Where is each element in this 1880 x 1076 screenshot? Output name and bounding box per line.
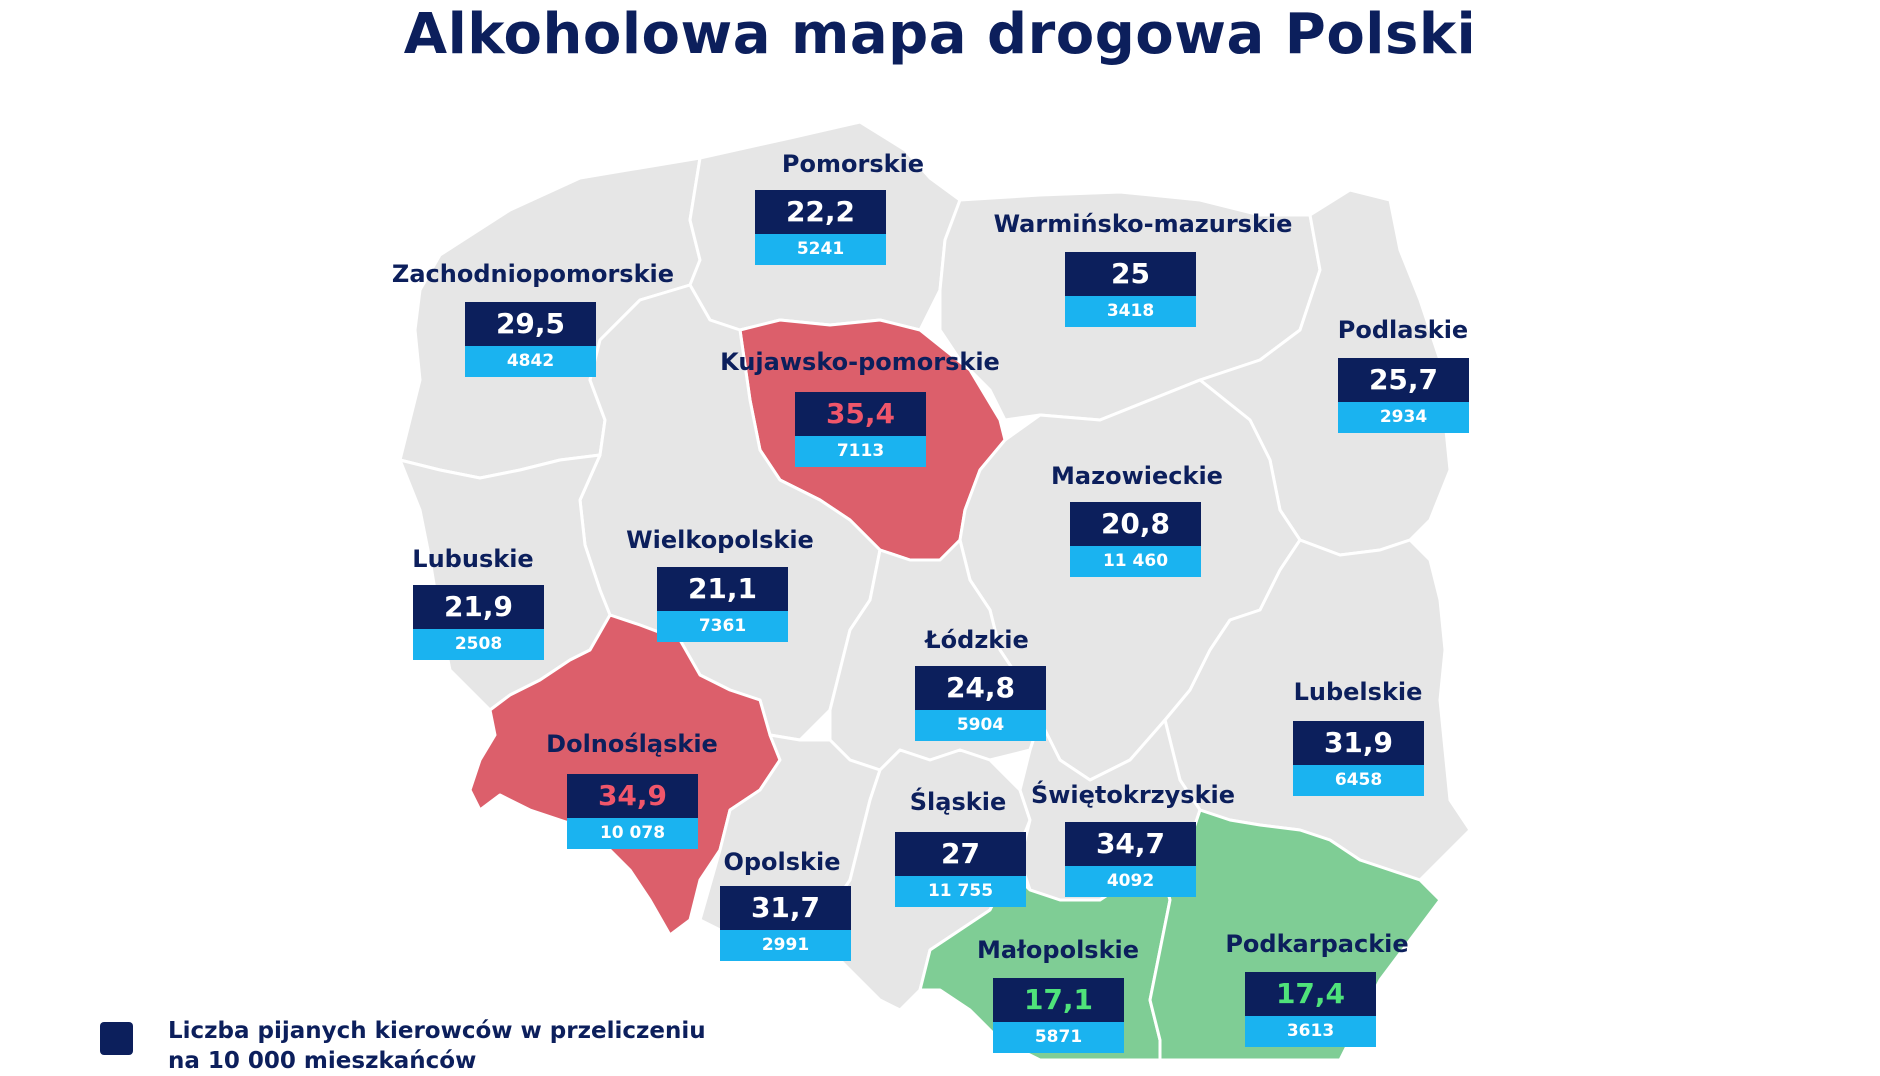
value-box-opolskie: 31,7 2991 [720,886,851,961]
count-value: 5871 [993,1022,1124,1053]
region-name-lubelskie: Lubelskie [1293,678,1423,706]
count-value: 7113 [795,436,926,467]
value-box-swietokrzyskie: 34,7 4092 [1065,822,1196,897]
rate-value: 34,9 [567,774,698,818]
value-box-pomorskie: 22,2 5241 [755,190,886,265]
legend-text: Liczba pijanych kierowców w przeliczeniu… [168,1018,706,1074]
region-name-zachodniopomorskie: Zachodniopomorskie [391,260,675,288]
value-box-mazowieckie: 20,8 11 460 [1070,502,1201,577]
count-value: 4092 [1065,866,1196,897]
rate-value: 25,7 [1338,358,1469,402]
region-name-swietokrzyskie: Świętokrzyskie [1030,781,1236,809]
count-value: 11 460 [1070,546,1201,577]
value-box-warminsko-mazurskie: 25 3418 [1065,252,1196,327]
rate-value: 17,1 [993,978,1124,1022]
rate-value: 17,4 [1245,972,1376,1016]
value-box-lubuskie: 21,9 2508 [413,585,544,660]
count-value: 5241 [755,234,886,265]
rate-value: 21,1 [657,567,788,611]
value-box-kujawsko-pomorskie: 35,4 7113 [795,392,926,467]
rate-value: 29,5 [465,302,596,346]
count-value: 2934 [1338,402,1469,433]
value-box-podlaskie: 25,7 2934 [1338,358,1469,433]
value-box-zachodniopomorskie: 29,5 4842 [465,302,596,377]
region-name-opolskie: Opolskie [723,848,841,876]
region-name-slaskie: Śląskie [909,788,1007,816]
legend-swatch [100,1022,133,1055]
rate-value: 34,7 [1065,822,1196,866]
count-value: 5904 [915,710,1046,741]
region-name-wielkopolskie: Wielkopolskie [626,526,814,554]
page-title: Alkoholowa mapa drogowa Polski [403,2,1477,67]
value-box-malopolskie: 17,1 5871 [993,978,1124,1053]
rate-value: 31,7 [720,886,851,930]
region-name-pomorskie: Pomorskie [781,150,925,178]
region-name-dolnoslaskie: Dolnośląskie [546,730,718,758]
rate-value: 24,8 [915,666,1046,710]
rate-value: 27 [895,832,1026,876]
count-value: 10 078 [567,818,698,849]
region-name-lodzkie: Łódzkie [925,626,1029,654]
rate-value: 21,9 [413,585,544,629]
count-value: 3613 [1245,1016,1376,1047]
region-name-lubuskie: Lubuskie [412,545,534,573]
count-value: 7361 [657,611,788,642]
count-value: 2991 [720,930,851,961]
value-box-dolnoslaskie: 34,9 10 078 [567,774,698,849]
region-name-podkarpackie: Podkarpackie [1225,930,1409,958]
count-value: 6458 [1293,765,1424,796]
value-box-slaskie: 27 11 755 [895,832,1026,907]
rate-value: 25 [1065,252,1196,296]
count-value: 4842 [465,346,596,377]
rate-value: 20,8 [1070,502,1201,546]
region-name-kujawsko-pomorskie: Kujawsko-pomorskie [720,348,1000,376]
region-name-malopolskie: Małopolskie [976,936,1140,964]
rate-value: 31,9 [1293,721,1424,765]
rate-value: 22,2 [755,190,886,234]
region-name-warminsko-mazurskie: Warmińsko-mazurskie [993,210,1293,238]
value-box-wielkopolskie: 21,1 7361 [657,567,788,642]
region-name-mazowieckie: Mazowieckie [1051,462,1223,490]
value-box-lubelskie: 31,9 6458 [1293,721,1424,796]
count-value: 11 755 [895,876,1026,907]
count-value: 2508 [413,629,544,660]
count-value: 3418 [1065,296,1196,327]
region-name-podlaskie: Podlaskie [1337,316,1469,344]
value-box-podkarpackie: 17,4 3613 [1245,972,1376,1047]
value-box-lodzkie: 24,8 5904 [915,666,1046,741]
rate-value: 35,4 [795,392,926,436]
